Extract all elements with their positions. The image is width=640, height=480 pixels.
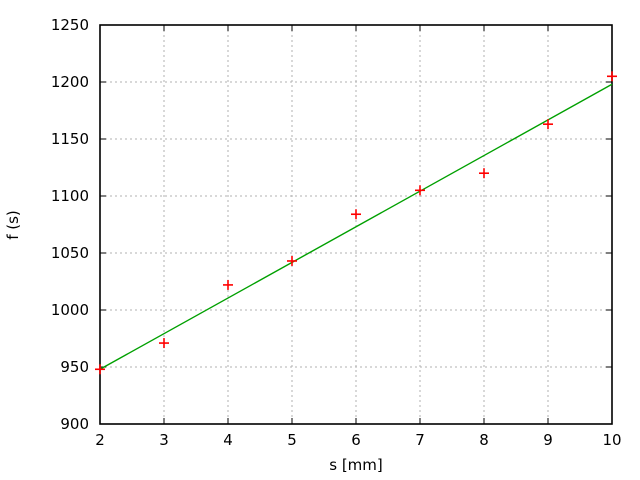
data-point-marker	[607, 71, 617, 82]
data-point-marker	[479, 168, 489, 179]
y-tick-label: 1050	[51, 244, 89, 262]
x-tick-labels: 2 3 4 5 6 7 8 9 10	[95, 431, 621, 449]
data-point-series	[95, 71, 617, 375]
x-tick-label: 4	[223, 431, 233, 449]
y-tick-label: 1000	[51, 301, 89, 319]
gridlines	[100, 25, 612, 424]
plot-frame	[99, 24, 613, 425]
x-tick-label: 6	[351, 431, 361, 449]
x-tick-label: 9	[543, 431, 553, 449]
y-tick-label: 1200	[51, 73, 89, 91]
data-point-marker	[287, 255, 297, 266]
y-tick-labels: 900 950 1000 1050 1100 1150 1200 1250	[51, 16, 89, 433]
y-tick-label: 1150	[51, 130, 89, 148]
fit-line-series	[99, 83, 613, 370]
y-tick-label: 1100	[51, 187, 89, 205]
data-point-marker	[223, 279, 233, 290]
data-point-marker	[95, 364, 105, 375]
x-axis-label: s [mm]	[329, 456, 383, 474]
fit-line	[99, 83, 613, 370]
x-tick-label: 2	[95, 431, 105, 449]
x-tick-label: 5	[287, 431, 297, 449]
y-tick-label: 1250	[51, 16, 89, 34]
x-tick-label: 8	[479, 431, 489, 449]
y-tick-label: 900	[60, 415, 89, 433]
x-tick-label: 10	[602, 431, 621, 449]
data-point-marker	[351, 209, 361, 220]
y-tick-label: 950	[60, 358, 89, 376]
data-point-marker	[543, 119, 553, 130]
data-point-marker	[415, 185, 425, 196]
x-tick-label: 3	[159, 431, 169, 449]
x-tick-label: 7	[415, 431, 425, 449]
plot-border	[99, 24, 613, 425]
data-point-marker	[159, 338, 169, 349]
y-axis-label: f (s)	[4, 210, 22, 240]
